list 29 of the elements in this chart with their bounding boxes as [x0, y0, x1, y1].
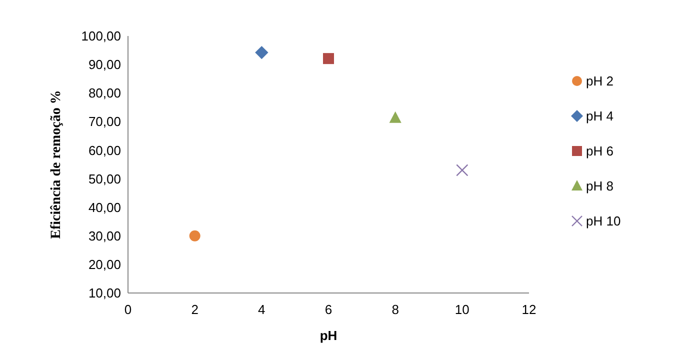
- y-tick-label: 80,00: [88, 86, 121, 101]
- y-tick-label: 30,00: [88, 228, 121, 244]
- y-tick-label: 90,00: [88, 57, 121, 72]
- y-tick-label: 20,00: [88, 256, 121, 272]
- legend-label: pH 8: [586, 178, 614, 194]
- legend-label: pH 4: [586, 108, 614, 124]
- x-tick-label: 8: [392, 302, 399, 317]
- x-tick-label: 10: [454, 302, 470, 317]
- point: [255, 46, 268, 60]
- x-tick-label: 2: [191, 302, 198, 317]
- point: [456, 164, 468, 176]
- x-tick-label: 6: [324, 302, 332, 317]
- point: [189, 230, 200, 242]
- y-tick-label: 60,00: [88, 142, 121, 158]
- legend-label: pH 2: [586, 74, 614, 89]
- y-tick-label: 100,00: [81, 28, 121, 44]
- x-tick-label: 12: [522, 302, 536, 317]
- y-tick-label: 40,00: [88, 200, 121, 215]
- y-tick-label: 50,00: [88, 171, 121, 186]
- point: [323, 53, 334, 64]
- point: [389, 111, 402, 123]
- legend-label: pH 6: [586, 144, 614, 159]
- x-axis-title: pH: [320, 328, 338, 343]
- y-axis-title: Eficiência de remoção %: [49, 90, 64, 239]
- x-tick-label: 0: [124, 302, 132, 317]
- legend-label: pH 10: [586, 214, 621, 229]
- y-tick-label: 70,00: [88, 114, 121, 130]
- x-tick-label: 4: [258, 302, 266, 317]
- y-tick-label: 10,00: [88, 286, 121, 301]
